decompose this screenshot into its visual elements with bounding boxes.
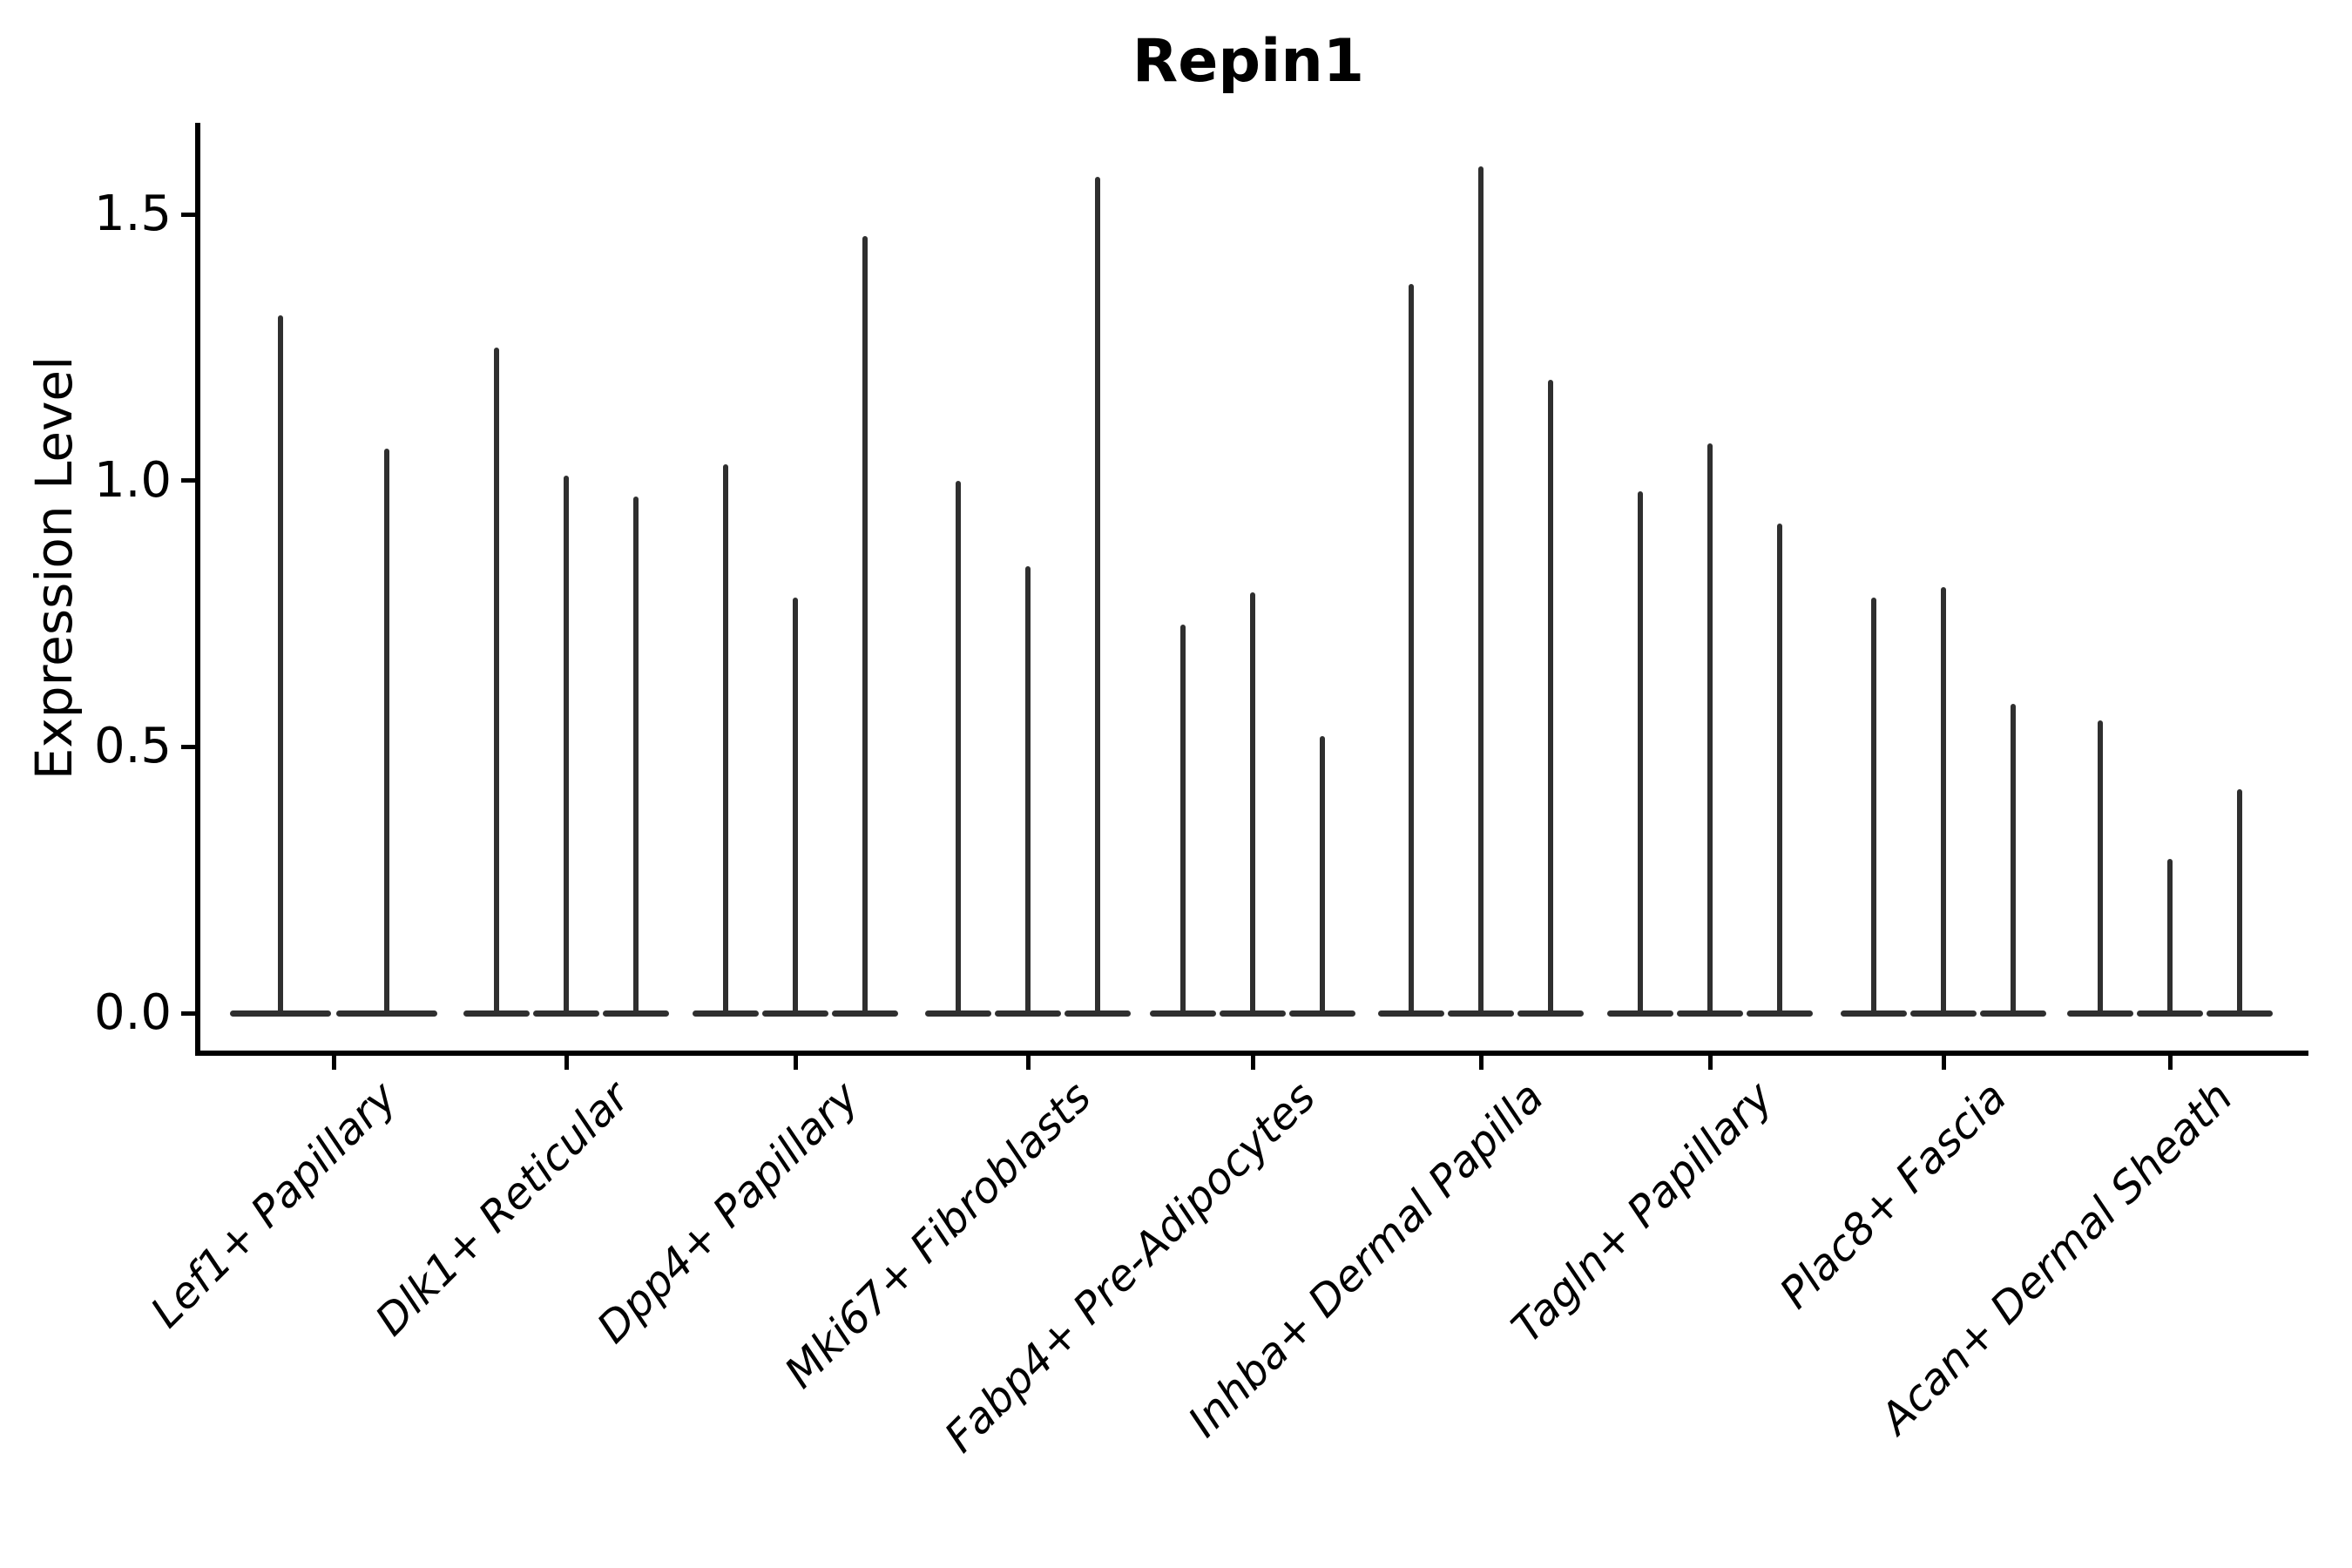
violin-spike [793,598,798,1016]
x-tick-mark [1707,1056,1713,1070]
violin-spike [1409,283,1414,1016]
violin-spike [633,497,639,1016]
violin-spike [564,475,569,1016]
violin-spike [1180,624,1186,1016]
violin-spike [1777,523,1782,1016]
x-tick-mark [1941,1056,1946,1070]
violin-spike [1707,443,1713,1016]
y-axis-label: Expression Level [24,355,84,781]
violin-spike [1320,736,1325,1016]
violin-spike [1871,598,1876,1016]
x-tick-mark [1478,1056,1484,1070]
violin-spike [2011,704,2016,1016]
violin-spike [1478,166,1484,1016]
violin-spike [494,347,499,1016]
violin-spike [2098,720,2103,1016]
y-tick-label: 1.0 [93,451,172,509]
violin-spike [1025,565,1031,1016]
chart-title: Repin1 [1132,27,1365,96]
violin-spike [1095,177,1100,1016]
x-tick-mark [331,1056,336,1070]
x-tick-label: Lef1+ Papillary [140,1071,407,1338]
y-tick-label: 1.5 [93,186,172,243]
x-tick-mark [564,1056,569,1070]
x-axis-spine [195,1051,2308,1056]
y-tick-label: 0.0 [93,984,172,1041]
violin-spike [862,235,868,1016]
violin-spike [2237,789,2242,1016]
violin-spike [1548,379,1553,1016]
y-tick-mark [181,1010,196,1016]
y-axis-spine [195,123,200,1056]
violin-spike [1638,490,1643,1016]
x-tick-mark [793,1056,798,1070]
x-tick-label: Dlk1+ Reticular [365,1071,639,1346]
y-tick-mark [181,478,196,483]
x-tick-mark [1250,1056,1255,1070]
y-tick-mark [181,212,196,217]
x-tick-mark [2167,1056,2173,1070]
x-tick-label: Plac8+ Fascia [1769,1071,2017,1319]
x-tick-label: Tagln+ Papillary [1502,1071,1783,1353]
violin-spike [2167,858,2173,1016]
violin-spike [956,480,961,1016]
violin-spike [723,464,728,1016]
violin-spike [278,315,283,1016]
violin-spike [1250,592,1255,1016]
x-tick-mark [1025,1056,1031,1070]
y-tick-label: 0.5 [93,718,172,775]
violin-spike [1941,586,1946,1016]
y-tick-mark [181,744,196,749]
x-tick-label: Fabp4+ Pre-Adipocytes [935,1071,1326,1463]
violin-spike [384,449,389,1016]
